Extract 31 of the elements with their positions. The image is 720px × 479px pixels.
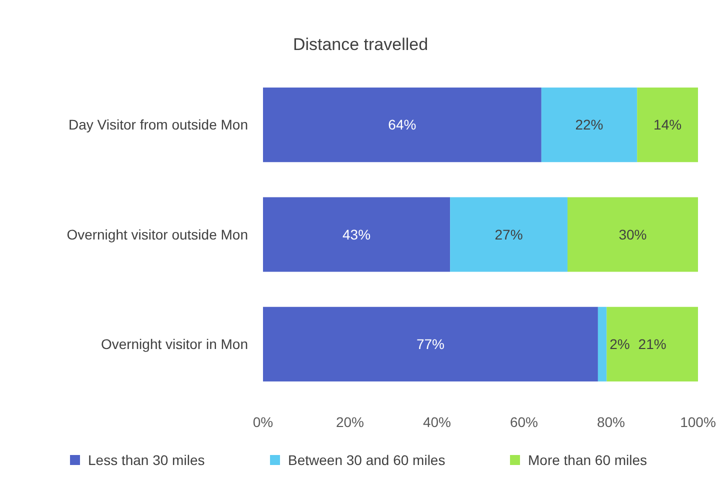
y-tick-label: Overnight visitor in Mon — [100, 336, 248, 352]
data-label: 21% — [638, 336, 666, 352]
x-tick-label: 40% — [422, 414, 452, 430]
chart-title: Distance travelled — [292, 35, 428, 54]
y-tick-label: Overnight visitor outside Mon — [66, 226, 248, 242]
bar — [637, 88, 698, 162]
bar — [263, 88, 542, 162]
bar — [541, 88, 638, 162]
y-tick-label: Day Visitor from outside Mon — [68, 116, 248, 133]
x-tick-label: 60% — [510, 414, 538, 430]
data-label: 30% — [618, 226, 647, 242]
data-label: 14% — [654, 116, 682, 133]
x-tick-label: 80% — [596, 414, 626, 430]
bar — [263, 197, 450, 272]
bar — [568, 197, 698, 272]
data-label: 27% — [494, 226, 523, 242]
data-label: 64% — [388, 116, 416, 133]
bar — [263, 306, 598, 382]
legend-label: Less than 30 miles — [88, 452, 205, 468]
x-tick-label: 0% — [252, 414, 274, 430]
legend-label: Between 30 and 60 miles — [288, 452, 446, 468]
bar — [450, 197, 568, 272]
data-label: 43% — [342, 226, 371, 242]
data-label: 2% — [610, 336, 630, 352]
legend-label: More than 60 miles — [528, 452, 648, 468]
x-tick-label: 20% — [336, 414, 364, 430]
data-label: 22% — [575, 116, 604, 133]
bar — [598, 306, 607, 382]
bar — [606, 306, 698, 382]
x-tick-label: 100% — [680, 414, 716, 430]
data-label: 77% — [416, 336, 444, 352]
